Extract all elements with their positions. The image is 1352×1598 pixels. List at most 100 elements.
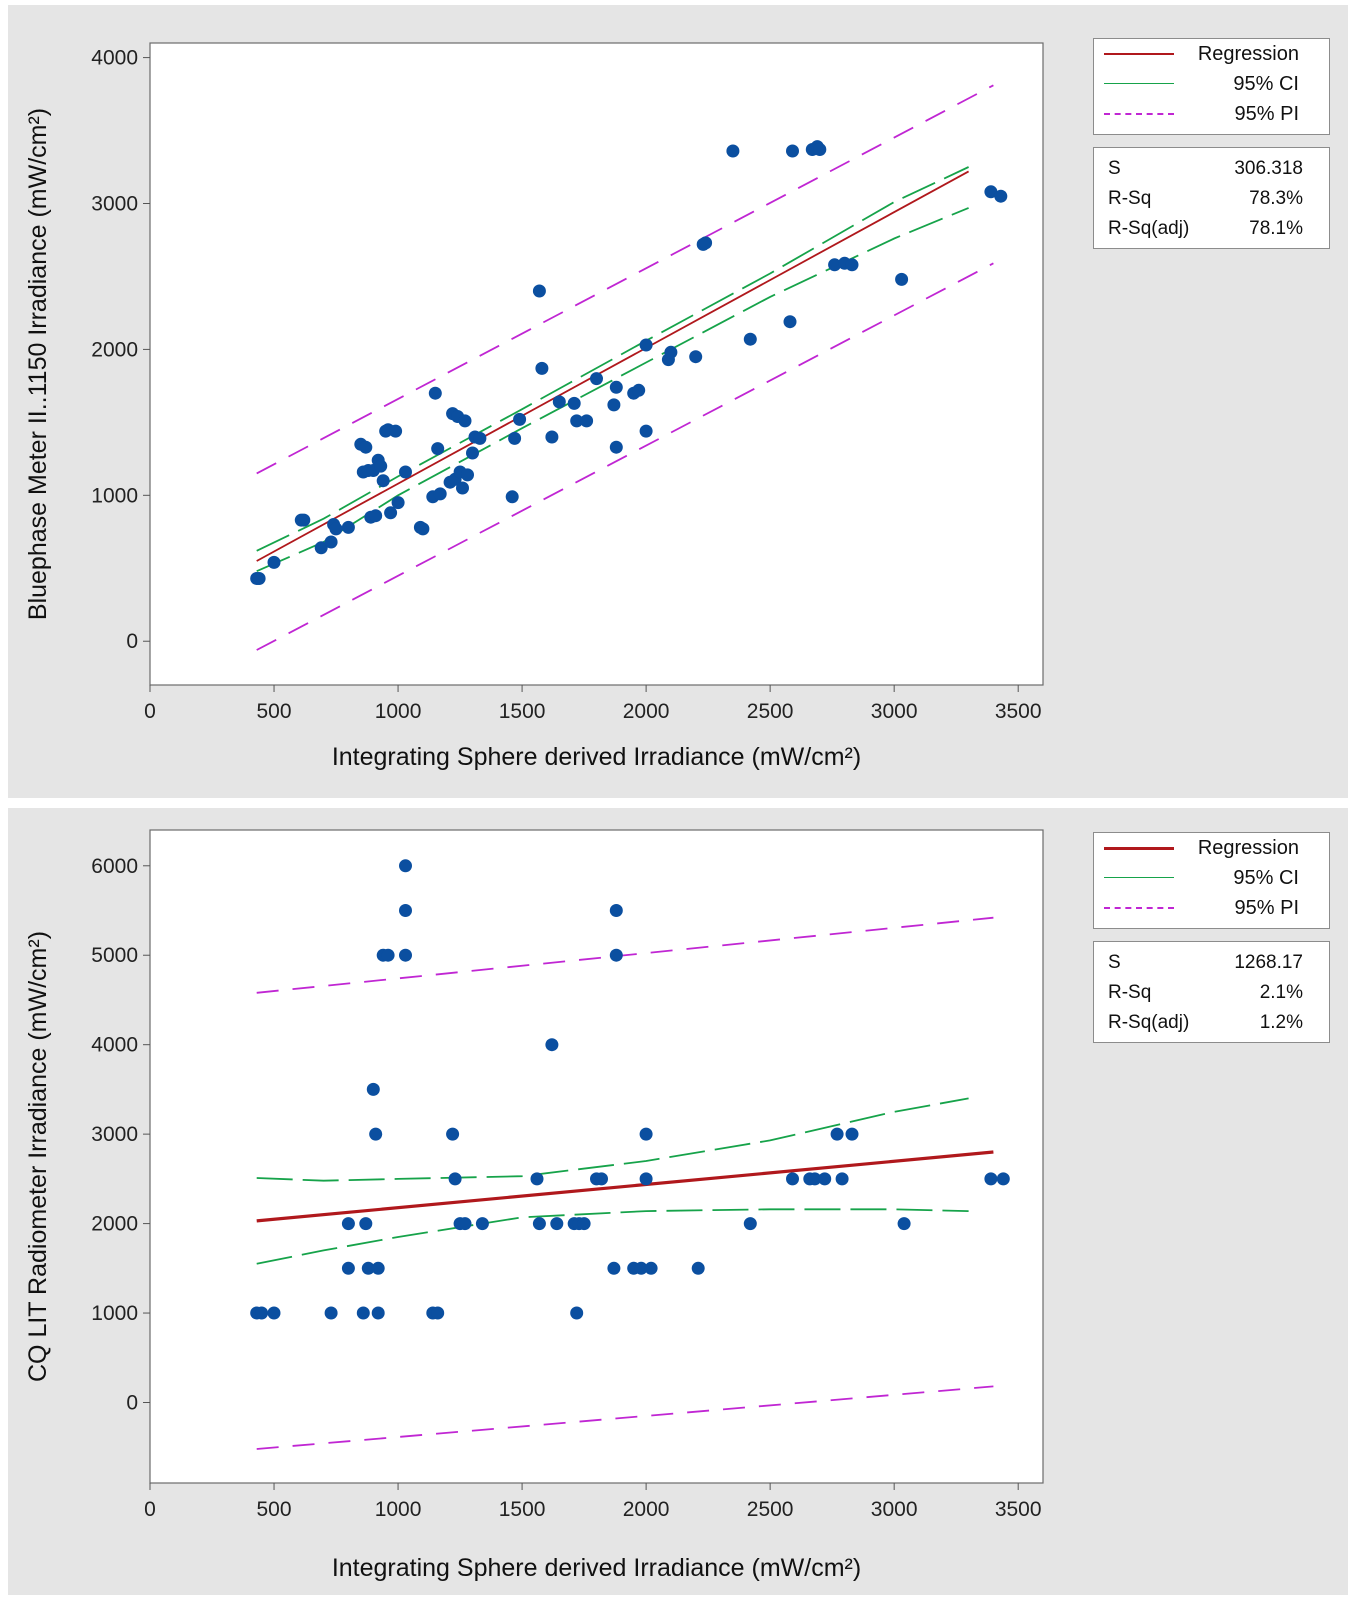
data-point [389,425,402,438]
stat-label: R-Sq(adj) [1108,1008,1189,1038]
chart-panel-1: 0 500 1000 1500 2000 2500 3000 3500 0 1000 2000 300… [8,5,1348,798]
data-point [372,1307,385,1320]
data-point [595,1172,608,1185]
data-point [330,522,343,535]
data-point [607,398,620,411]
data-point [831,1128,844,1141]
data-point [784,315,797,328]
stat-label: S [1108,948,1121,978]
data-point [506,490,519,503]
data-point [813,143,826,156]
data-point [359,1217,372,1230]
legend-swatch [1104,877,1174,878]
data-point [545,431,558,444]
data-point [997,1172,1010,1185]
data-point [255,1307,268,1320]
x-tick-label: 3500 [995,1498,1042,1521]
legend-label: 95% PI [1235,103,1299,126]
data-point [434,487,447,500]
y-axis-title: Bluephase Meter II..1150 Irradiance (mW/… [24,108,52,620]
y-tick-label: 0 [126,1391,138,1414]
stat-label: R-Sq(adj) [1108,214,1189,244]
data-point [449,1172,462,1185]
legend-swatch [1104,83,1174,84]
x-tick-label: 500 [257,700,292,723]
data-point [461,468,474,481]
data-point [645,1262,658,1275]
data-point [431,1307,444,1320]
x-tick-label: 3000 [871,700,918,723]
stat-row: R-Sq(adj) 1.2% [1108,1008,1303,1038]
data-point [578,1217,591,1230]
y-tick-label: 0 [126,630,138,653]
legend-swatch [1104,53,1174,55]
plot-area [150,43,1043,685]
data-point [699,236,712,249]
data-point [416,522,429,535]
data-point [590,372,603,385]
stat-row: R-Sq(adj) 78.1% [1108,214,1303,244]
data-point [898,1217,911,1230]
data-point [744,333,757,346]
data-point [399,859,412,872]
data-point [846,258,859,271]
x-tick-label: 2500 [747,700,794,723]
data-point [846,1128,859,1141]
data-point [607,1262,620,1275]
data-point [372,1262,385,1275]
data-point [895,273,908,286]
data-point [545,1038,558,1051]
stat-value: 1.2% [1260,1008,1303,1038]
legend-item: Regression [1094,833,1329,863]
data-point [459,1217,472,1230]
data-point [786,145,799,158]
y-tick-label: 2000 [91,1213,138,1236]
data-point [377,474,390,487]
data-point [342,1262,355,1275]
x-tick-label: 0 [144,1498,156,1521]
data-point [456,482,469,495]
x-tick-label: 3000 [871,1498,918,1521]
data-point [836,1172,849,1185]
data-point [342,521,355,534]
legend-swatch [1104,847,1174,850]
data-point [374,460,387,473]
stat-value: 1268.17 [1234,948,1303,978]
plot-area [150,830,1043,1483]
legend-item: 95% PI [1094,99,1329,129]
y-tick-label: 4000 [91,1034,138,1057]
x-tick-label: 500 [257,1498,292,1521]
legend-label: 95% CI [1233,867,1299,890]
data-point [459,414,472,427]
data-point [359,441,372,454]
data-point [689,350,702,363]
data-point [664,346,677,359]
legend-label: Regression [1198,43,1299,66]
data-point [399,466,412,479]
data-point [994,190,1007,203]
x-tick-label: 3500 [995,700,1042,723]
data-point [473,432,486,445]
legend-item: Regression [1094,39,1329,69]
stat-row: S 1268.17 [1108,948,1303,978]
legend-item: 95% PI [1094,893,1329,923]
x-axis-title: Integrating Sphere derived Irradiance (m… [332,1554,861,1582]
legend-label: 95% CI [1233,73,1299,96]
chart-panel-2: 0 500 1000 1500 2000 2500 3000 3500 0 1000 2000 300… [8,808,1348,1595]
data-point [580,414,593,427]
data-point [610,381,623,394]
y-tick-label: 5000 [91,944,138,967]
data-point [399,949,412,962]
x-tick-label: 2000 [623,1498,670,1521]
data-point [342,1217,355,1230]
legend-swatch [1104,907,1174,909]
data-point [726,145,739,158]
data-point [533,1217,546,1230]
x-tick-label: 0 [144,700,156,723]
data-point [531,1172,544,1185]
data-point [476,1217,489,1230]
data-point [610,949,623,962]
data-point [268,1307,281,1320]
data-point [367,1083,380,1096]
x-tick-label: 1000 [375,700,422,723]
